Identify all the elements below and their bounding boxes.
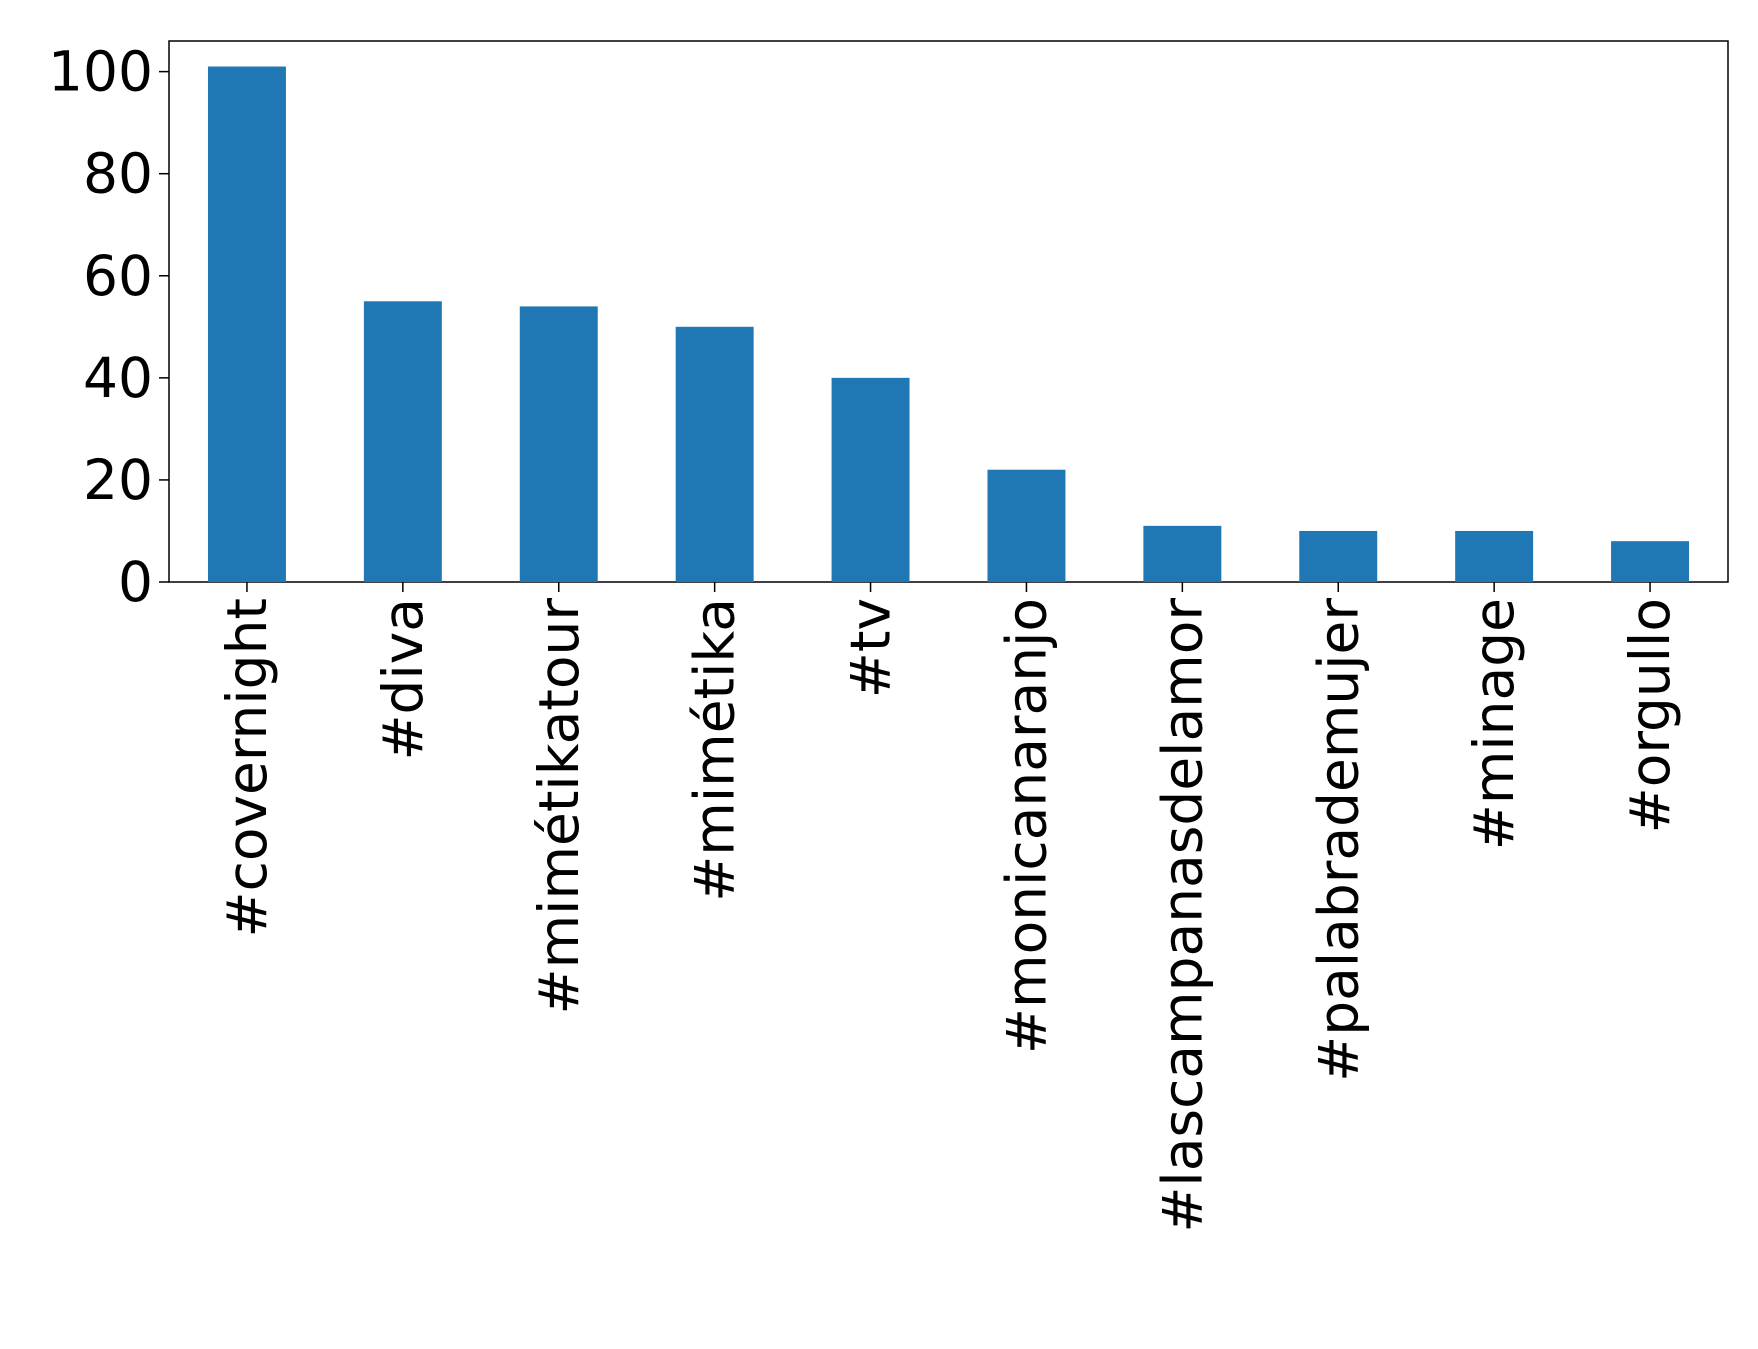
x-tick-label: #palabrademujer bbox=[1306, 598, 1370, 1082]
x-tick-label: #orgullo bbox=[1618, 598, 1682, 833]
bar bbox=[987, 469, 1066, 582]
y-tick-label: 20 bbox=[83, 448, 153, 512]
bar bbox=[207, 66, 286, 583]
y-tick-label: 40 bbox=[83, 346, 153, 410]
x-tick-label: #monicanaranjo bbox=[994, 598, 1058, 1054]
x-tick-label: #lascampanasdelamor bbox=[1150, 598, 1214, 1233]
y-tick-label: 0 bbox=[118, 550, 153, 614]
x-tick-label: #tv bbox=[839, 598, 903, 698]
bar bbox=[363, 301, 442, 582]
x-tick-label: #minage bbox=[1462, 598, 1526, 850]
y-tick-label: 80 bbox=[83, 142, 153, 206]
bar bbox=[1299, 530, 1378, 582]
bar bbox=[831, 377, 910, 582]
x-tick-label: #mimétikatour bbox=[527, 598, 591, 1015]
y-tick-label: 100 bbox=[48, 40, 153, 104]
bar bbox=[1143, 525, 1222, 582]
bar bbox=[675, 326, 754, 582]
bar bbox=[519, 306, 598, 582]
y-tick-label: 60 bbox=[83, 244, 153, 308]
bar bbox=[1455, 530, 1534, 582]
x-tick-label: #mimétika bbox=[683, 598, 747, 902]
plot-frame bbox=[168, 40, 1729, 583]
x-tick-label: #diva bbox=[371, 598, 435, 761]
x-tick-label: #covernight bbox=[215, 598, 279, 937]
bar bbox=[1611, 541, 1690, 582]
